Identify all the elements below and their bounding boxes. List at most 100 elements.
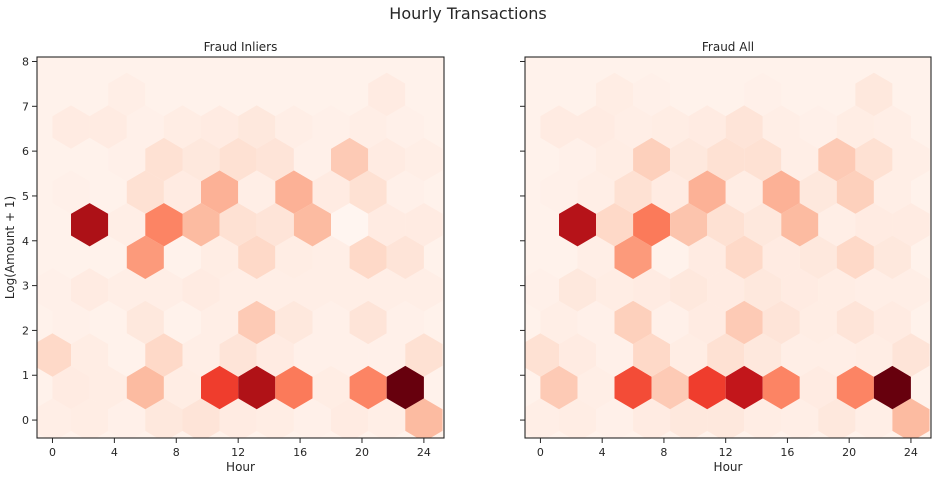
hex-cell <box>71 203 109 247</box>
hex-cell <box>386 170 424 214</box>
hex-cell <box>762 105 800 149</box>
hex-cell <box>559 398 596 438</box>
hex-cell <box>182 203 220 247</box>
hex-cell <box>219 268 257 312</box>
hex-cell <box>892 137 930 182</box>
hex-cell <box>744 72 782 117</box>
hex-cell <box>707 137 745 182</box>
hex-cell <box>688 235 726 279</box>
hex-cell <box>836 170 874 214</box>
hex-cell <box>163 300 201 345</box>
hex-cell <box>71 268 109 312</box>
hex-cell <box>145 268 183 312</box>
hex-cell <box>108 333 146 377</box>
hex-cell <box>275 300 313 345</box>
hex-cell <box>37 268 71 312</box>
hex-cell <box>182 268 220 312</box>
hex-cell <box>651 170 689 214</box>
hex-cell <box>37 398 71 438</box>
hex-cells <box>525 57 931 438</box>
hex-cell <box>52 300 90 345</box>
hex-cell <box>836 300 874 345</box>
hex-cell <box>540 170 578 214</box>
hex-cell <box>368 333 406 377</box>
hex-cell <box>540 235 578 279</box>
hex-cell <box>201 300 239 345</box>
hex-cell <box>762 365 800 410</box>
hex-cell <box>799 235 837 279</box>
hex-cell <box>201 365 239 410</box>
hex-cell <box>293 268 331 312</box>
hex-cell <box>614 170 652 214</box>
hex-cell <box>331 203 369 247</box>
hex-cell <box>762 300 800 345</box>
hex-cell <box>256 398 294 438</box>
x-tick-label: 24 <box>904 446 918 459</box>
hex-cell <box>633 268 671 312</box>
hex-cell <box>725 235 763 279</box>
hex-cell <box>349 105 387 149</box>
hex-cell <box>182 137 220 182</box>
hex-cell <box>52 365 90 410</box>
hex-cell <box>37 72 71 117</box>
hex-cells <box>37 57 444 438</box>
hex-cell <box>368 72 406 117</box>
hex-cell <box>633 72 671 117</box>
hex-cell <box>596 333 634 377</box>
hex-cell <box>201 170 239 214</box>
x-tick-label: 12 <box>231 446 245 459</box>
hex-cell <box>855 72 893 117</box>
y-tick-label: 5 <box>22 190 29 203</box>
hex-cell <box>108 72 146 117</box>
hex-cell <box>405 268 443 312</box>
hex-cell <box>312 170 350 214</box>
hex-cell <box>219 333 257 377</box>
chart-title: Fraud All <box>702 40 754 54</box>
hex-cell <box>126 105 164 149</box>
hex-cell <box>633 333 671 377</box>
hex-cell <box>182 398 220 438</box>
hex-cell <box>331 137 369 182</box>
hex-cell <box>71 72 109 117</box>
hex-cell <box>405 72 443 117</box>
hex-cell <box>818 72 856 117</box>
x-axis-label: Hour <box>714 460 743 474</box>
hex-cell <box>873 170 911 214</box>
hex-cell <box>182 72 220 117</box>
hex-cell <box>670 203 708 247</box>
x-tick-label: 8 <box>660 446 667 459</box>
hex-cell <box>707 398 745 438</box>
hex-cell <box>293 398 331 438</box>
hex-cell <box>670 137 708 182</box>
hex-cell <box>145 203 183 247</box>
hex-cell <box>799 300 837 345</box>
hex-cell <box>596 398 634 438</box>
hex-cell <box>559 333 596 377</box>
hex-cell <box>312 235 350 279</box>
hex-cell <box>256 333 294 377</box>
hex-cell <box>744 398 782 438</box>
hex-cell <box>312 365 350 410</box>
hex-cell <box>577 300 615 345</box>
hex-cell <box>256 268 294 312</box>
hex-cell <box>670 333 708 377</box>
hex-cell <box>71 333 109 377</box>
x-tick-label: 16 <box>293 446 307 459</box>
hex-cell <box>540 365 578 410</box>
hex-cell <box>873 235 911 279</box>
hex-cell <box>781 333 819 377</box>
hex-cell <box>651 365 689 410</box>
hex-cell <box>855 333 893 377</box>
hex-cell <box>201 105 239 149</box>
hex-cell <box>707 333 745 377</box>
hex-cell <box>651 235 689 279</box>
hex-cell <box>37 333 71 377</box>
hex-cell <box>219 203 257 247</box>
hex-cell <box>89 105 127 149</box>
hex-cell <box>238 170 276 214</box>
hex-cell <box>108 398 146 438</box>
y-tick-label: 1 <box>22 369 29 382</box>
hex-cell <box>238 365 276 410</box>
x-tick-label: 4 <box>599 446 606 459</box>
